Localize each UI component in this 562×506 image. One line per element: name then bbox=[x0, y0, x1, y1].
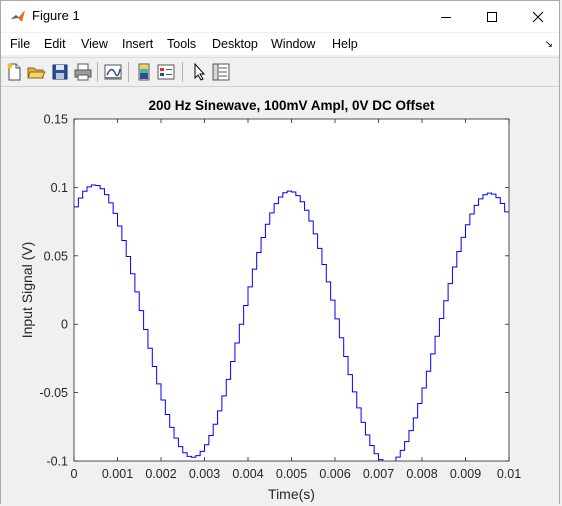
pointer-icon[interactable] bbox=[189, 62, 209, 82]
menu-file[interactable]: File bbox=[10, 37, 30, 51]
title-bar[interactable]: Figure 1 bbox=[1, 1, 559, 32]
y-tick-label: -0.05 bbox=[40, 386, 69, 400]
toolbar-separator bbox=[182, 62, 183, 82]
maximize-button[interactable] bbox=[469, 1, 515, 32]
y-axis-label: Input Signal (V) bbox=[19, 242, 35, 339]
new-figure-icon[interactable] bbox=[4, 62, 24, 82]
y-tick-label: 0.05 bbox=[44, 249, 68, 263]
menu-help[interactable]: Help bbox=[332, 37, 358, 51]
x-tick-label: 0.007 bbox=[363, 467, 394, 481]
minimize-button[interactable] bbox=[423, 1, 469, 32]
x-tick-label: 0.009 bbox=[450, 467, 481, 481]
matlab-logo-icon bbox=[10, 8, 26, 24]
link-plot-icon[interactable] bbox=[103, 62, 123, 82]
maximize-icon bbox=[486, 11, 498, 23]
property-inspector-icon[interactable] bbox=[211, 62, 231, 82]
x-axis-label: Time(s) bbox=[268, 486, 315, 502]
menu-edit[interactable]: Edit bbox=[44, 37, 66, 51]
save-icon[interactable] bbox=[50, 62, 70, 82]
window-title: Figure 1 bbox=[32, 8, 80, 23]
y-tick-label: -0.1 bbox=[46, 455, 68, 469]
x-tick-label: 0.01 bbox=[497, 467, 521, 481]
x-tick-label: 0.004 bbox=[232, 467, 263, 481]
toolbar-separator bbox=[128, 62, 129, 82]
toolbar-separator bbox=[97, 62, 98, 82]
x-tick-label: 0.005 bbox=[276, 467, 307, 481]
x-tick-label: 0.002 bbox=[145, 467, 176, 481]
chart-title: 200 Hz Sinewave, 100mV Ampl, 0V DC Offse… bbox=[148, 98, 435, 113]
menu-view[interactable]: View bbox=[81, 37, 108, 51]
legend-icon[interactable] bbox=[156, 62, 176, 82]
y-tick-label: 0.15 bbox=[44, 113, 68, 127]
plot-canvas[interactable]: 0 0.001 0.002 0.003 0.004 0.005 0.006 0.007 0.00… bbox=[1, 87, 561, 504]
figure-canvas: 0 0.001 0.002 0.003 0.004 0.005 0.006 0.007 0.00… bbox=[1, 87, 559, 504]
x-tick-label: 0.003 bbox=[189, 467, 220, 481]
close-button[interactable] bbox=[515, 1, 561, 32]
print-icon[interactable] bbox=[73, 62, 93, 82]
menu-desktop[interactable]: Desktop bbox=[212, 37, 258, 51]
menu-bar: File Edit View Insert Tools Desktop Wind… bbox=[1, 33, 559, 55]
minimize-icon bbox=[440, 11, 452, 23]
y-tick-label: 0 bbox=[61, 318, 68, 332]
open-file-icon[interactable] bbox=[26, 62, 46, 82]
colorbar-icon[interactable] bbox=[134, 62, 154, 82]
y-tick-label: 0.1 bbox=[51, 181, 68, 195]
close-icon bbox=[532, 11, 544, 23]
menu-window[interactable]: Window bbox=[271, 37, 315, 51]
axes-background bbox=[74, 119, 509, 461]
x-tick-label: 0.006 bbox=[319, 467, 350, 481]
figure-toolbar bbox=[1, 57, 559, 87]
menu-insert[interactable]: Insert bbox=[122, 37, 153, 51]
x-tick-label: 0 bbox=[71, 467, 78, 481]
x-tick-label: 0.008 bbox=[406, 467, 437, 481]
x-tick-label: 0.001 bbox=[102, 467, 133, 481]
menu-tools[interactable]: Tools bbox=[167, 37, 196, 51]
menu-dock-arrow-icon[interactable]: ↘ bbox=[545, 39, 553, 50]
